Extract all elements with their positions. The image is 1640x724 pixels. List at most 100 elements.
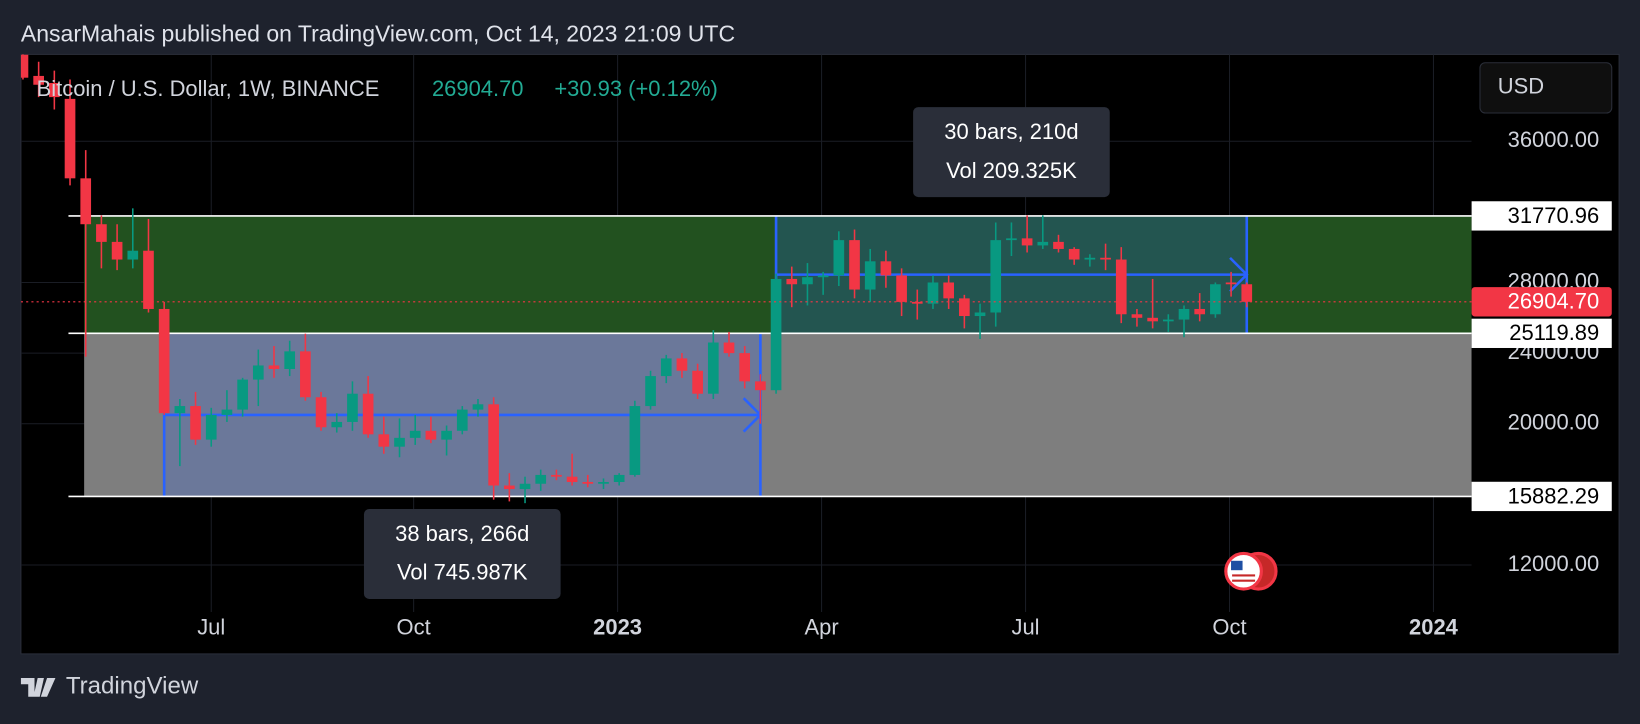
candle-body [205,414,217,440]
level-label: 25119.89 [1509,320,1599,345]
candle-body [1162,319,1174,322]
level-label-box [1471,201,1612,231]
x-tick-label: 2024 [1409,615,1459,640]
candle-body [488,404,499,486]
footer: TradingView [66,673,199,700]
candle-body [519,483,531,490]
candle-body [111,241,123,260]
candle-body [1194,308,1206,315]
candle-body [770,278,782,391]
range-bars-label: 30 bars, 210d [944,119,1078,144]
y-tick-label: 20000.00 [1508,410,1600,435]
candle-body [158,308,170,414]
candle-body [676,358,688,371]
candle-body [252,365,264,380]
candle-body [409,430,421,438]
last-price-box [1471,287,1612,317]
candle-body [472,404,484,410]
level-label-box [1471,318,1612,348]
y-tick-label: 36000.00 [1508,127,1600,152]
candle-body [237,379,248,410]
candle-body [284,351,296,369]
candle-body [598,481,609,484]
candle-body [127,250,139,260]
legend-price: 26904.70 [432,76,524,101]
range-label-box [913,107,1110,198]
candle-body [1178,308,1190,320]
header: AnsarMahais published on TradingView.com… [21,21,735,47]
candle-body [1225,282,1237,285]
candle-body [692,370,703,394]
candle-body [1210,284,1221,315]
candle-body [927,282,939,304]
candle-body [221,409,233,415]
candle-body [49,82,60,98]
candle-body [1241,284,1253,302]
candle-body [1100,257,1111,260]
candle-body [755,381,766,391]
candle-body [896,275,907,302]
currency-label: USD [1498,74,1544,99]
candle-body [849,240,860,290]
candle-body [1084,257,1096,260]
event-icon [1224,551,1278,591]
candle-body [535,474,547,484]
legend-change: +30.93 (+0.12%) [554,76,718,101]
candle-body [880,261,892,276]
candle-body [33,75,44,85]
candle-body [974,312,986,317]
candle-body [20,54,29,78]
candle-body [723,342,735,354]
candle-body [300,351,311,398]
level-label: 15882.29 [1508,483,1600,508]
level-label: 31770.96 [1508,203,1600,228]
candle-body [629,406,641,475]
candle-body [833,240,845,276]
candle-body [331,421,343,428]
candle-body [817,275,829,278]
candle-body [143,250,154,309]
candle-body [96,224,107,242]
candle-body [456,409,468,431]
range-label-box [363,508,561,599]
candle-body [268,365,280,369]
x-tick-label: Apr [804,615,838,640]
candle-body [1068,248,1080,260]
footer-logo [20,677,56,697]
candle-body [959,298,970,317]
candle-body [1115,259,1127,315]
x-tick-label: Jul [1012,615,1040,640]
x-tick-label: Oct [1212,615,1246,640]
candle-body [1037,241,1049,246]
candle-body [441,430,452,440]
range-vol-label: Vol 745.987K [397,560,528,585]
candle-body [707,342,719,394]
candle-body [943,282,954,299]
last-price-label: 26904.70 [1508,289,1600,314]
candle-body [80,178,92,225]
candle-body [1021,238,1033,246]
currency-button[interactable] [1479,62,1613,114]
level-label-box [1471,481,1612,512]
candle-body [802,277,813,285]
candle-body [378,434,390,447]
candle-body [64,98,76,179]
candle-body [504,485,515,490]
candle-body [425,430,437,440]
candle-body [1053,241,1064,249]
candle-body [864,261,876,290]
candle-body [1131,314,1143,318]
candle-body [190,406,201,440]
candle-body [551,474,562,477]
x-tick-label: 2023 [593,615,642,640]
candle-body [174,406,186,414]
axes: Jul Oct 2023 Apr Jul Oct 2024 12000.00 20000.00 2… [197,107,1612,640]
candle-body [315,397,327,428]
candle-body [566,476,578,482]
chart-title: Bitcoin / U.S. Dollar, 1W, BINANCE [37,76,380,101]
candle-body [1006,238,1017,241]
candle-body [1147,317,1158,322]
candle-body [362,393,374,435]
